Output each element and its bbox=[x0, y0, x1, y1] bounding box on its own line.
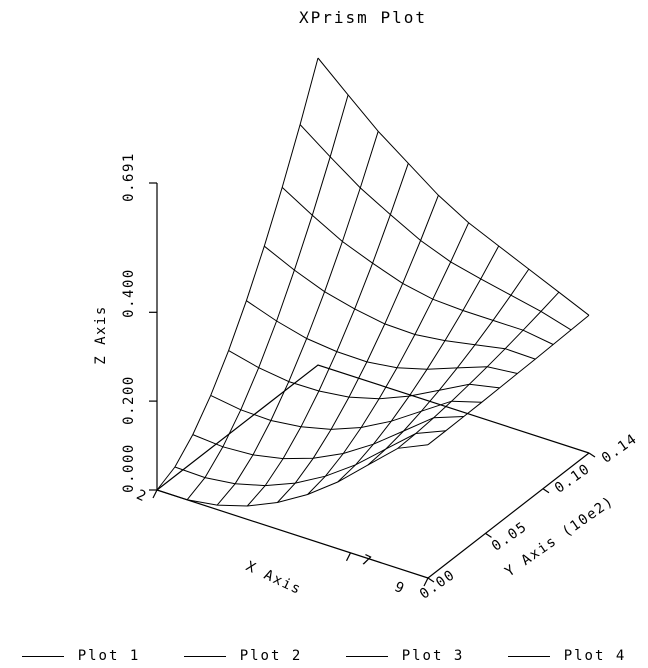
legend-item: Plot 3 bbox=[345, 648, 465, 664]
surface-line-x bbox=[367, 268, 530, 466]
surface-line-x bbox=[216, 131, 379, 506]
x-tick-mark bbox=[423, 577, 429, 587]
surface-line-y bbox=[317, 57, 590, 316]
surface-line-x bbox=[337, 245, 500, 483]
z-tick-label: 0.200 bbox=[121, 375, 137, 425]
y-tick-label: 0.05 bbox=[489, 519, 531, 555]
z-axis bbox=[149, 182, 596, 587]
legend-label: Plot 1 bbox=[77, 648, 141, 664]
y-tick-mark bbox=[485, 532, 492, 538]
x-tick-mark bbox=[152, 489, 158, 499]
surface-line-x bbox=[246, 163, 409, 507]
y-tick-mark bbox=[588, 452, 596, 458]
y-tick-mark bbox=[542, 488, 550, 494]
floor-outline bbox=[156, 364, 590, 579]
z-tick-label: 0.000 bbox=[121, 443, 137, 493]
surface-line-y bbox=[263, 245, 536, 360]
z-tick-label: 0.691 bbox=[121, 152, 137, 202]
legend-label: Plot 3 bbox=[401, 648, 465, 664]
x-tick-label: 9 bbox=[392, 579, 408, 598]
surface-line-y bbox=[228, 350, 500, 400]
legend: Plot 1 Plot 2 Plot 3 Plot 4 bbox=[0, 645, 648, 667]
y-tick-mark bbox=[427, 577, 435, 583]
y-tick-label: 0.00 bbox=[417, 567, 459, 603]
surface-line-x bbox=[307, 222, 470, 495]
legend-item: Plot 2 bbox=[183, 648, 303, 664]
legend-label: Plot 4 bbox=[563, 648, 627, 664]
surface-line-y bbox=[174, 430, 446, 487]
surface-line-y bbox=[156, 444, 429, 507]
x-axis-label: X Axis bbox=[243, 559, 304, 599]
surface-line-x bbox=[277, 195, 439, 503]
y-tick-label: 0.14 bbox=[599, 431, 641, 467]
surface-line-x bbox=[186, 94, 349, 501]
surface-line-x bbox=[156, 57, 319, 491]
surface-line-x bbox=[427, 314, 590, 446]
surface-line-x bbox=[397, 291, 560, 449]
legend-line bbox=[183, 655, 226, 657]
chart-title: XPrism Plot bbox=[299, 8, 427, 27]
surface-line-y bbox=[210, 394, 482, 430]
legend-line bbox=[345, 655, 388, 657]
legend-item: Plot 1 bbox=[21, 648, 141, 664]
surface-line-y bbox=[299, 124, 572, 331]
z-tick-label: 0.400 bbox=[121, 268, 137, 318]
surface-line-y bbox=[192, 416, 464, 460]
x-axis-line bbox=[156, 489, 429, 579]
y-axis-line bbox=[427, 452, 590, 579]
surface-line-y bbox=[246, 300, 518, 374]
surface-plot: XPrism Plot 0.000 0.200 0.400 0.691 Z Ax… bbox=[93, 8, 641, 603]
legend-line bbox=[21, 655, 64, 657]
x-tick-label: 7 bbox=[359, 552, 375, 571]
z-axis-label: Z Axis bbox=[93, 305, 109, 365]
x-tick-mark bbox=[345, 552, 352, 562]
legend-item: Plot 4 bbox=[507, 648, 627, 664]
surface-mesh bbox=[156, 57, 590, 507]
legend-label: Plot 2 bbox=[239, 648, 303, 664]
floor-back-edge bbox=[156, 364, 590, 491]
surface-line-y bbox=[281, 187, 554, 345]
legend-line bbox=[507, 655, 550, 657]
